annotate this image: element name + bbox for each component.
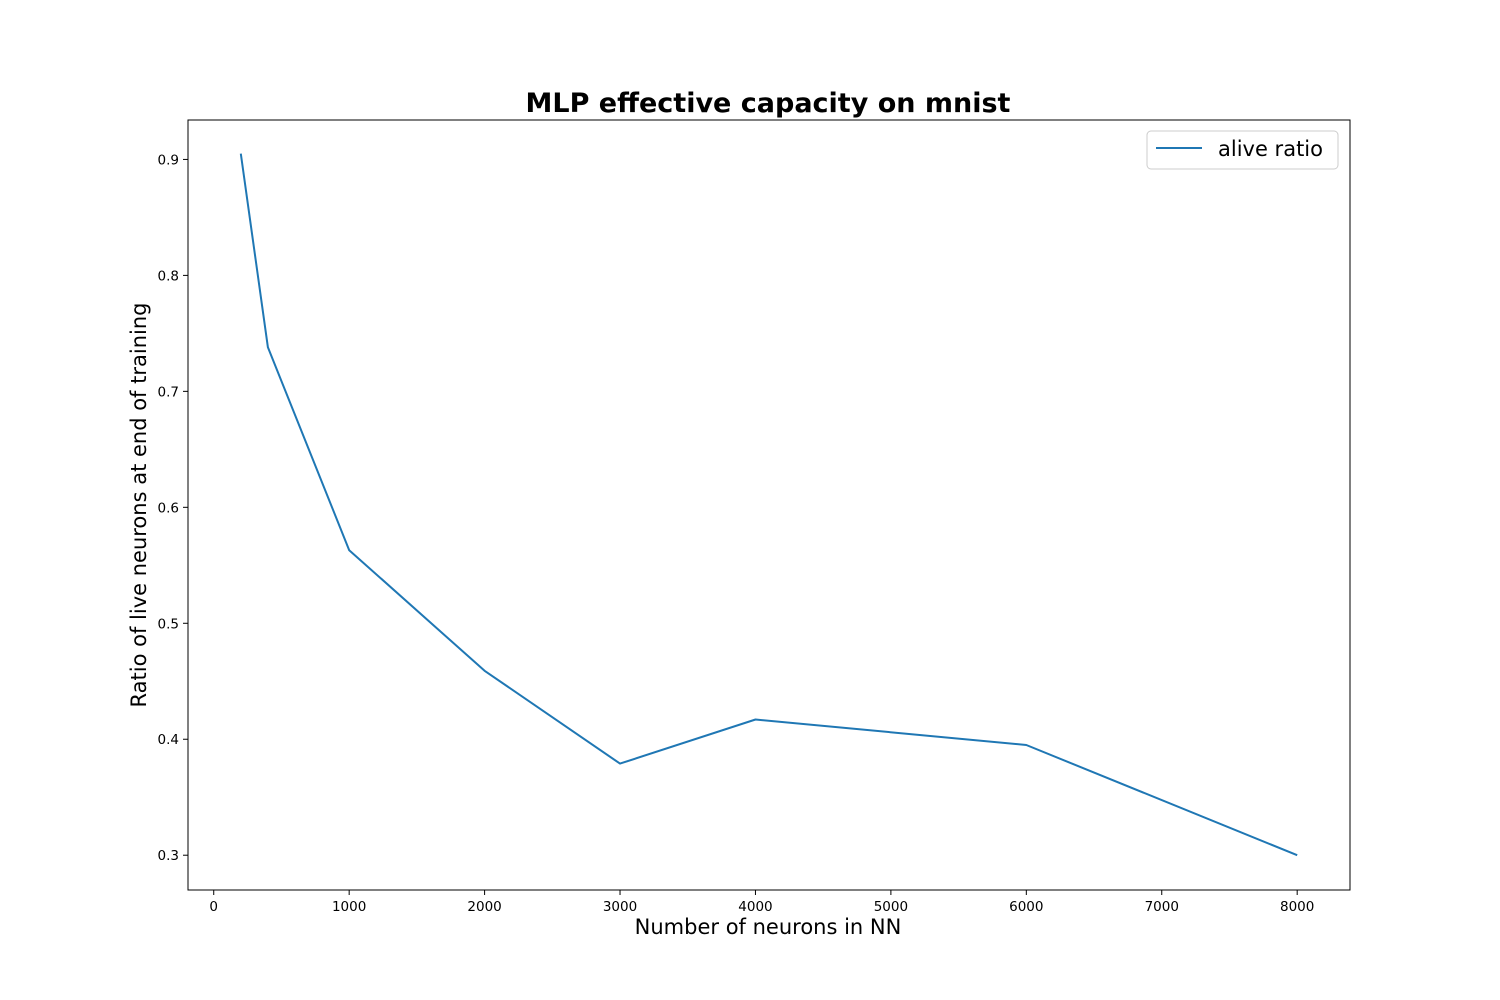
x-tick-label: 6000 — [1009, 899, 1043, 915]
y-tick-label: 0.3 — [158, 848, 179, 864]
y-tick-label: 0.8 — [158, 268, 179, 284]
plot-frame — [187, 119, 1351, 891]
x-tick-label: 7000 — [1145, 899, 1179, 915]
legend: alive ratio — [1146, 130, 1339, 170]
y-tick-label: 0.6 — [158, 500, 179, 516]
y-tick-label: 0.4 — [158, 732, 179, 748]
chart-title: MLP effective capacity on mnist — [526, 88, 1011, 119]
x-tick-label: 8000 — [1280, 899, 1314, 915]
y-axis: 0.3 0.4 0.5 0.6 0.7 0.8 0.9 — [158, 152, 188, 864]
x-tick-label: 2000 — [467, 899, 501, 915]
x-tick-label: 3000 — [603, 899, 637, 915]
x-axis-label: Number of neurons in NN — [635, 915, 902, 939]
x-tick-label: 4000 — [738, 899, 772, 915]
y-axis-label: Ratio of live neurons at end of training — [127, 303, 151, 708]
y-tick-label: 0.7 — [158, 384, 179, 400]
x-tick-label: 1000 — [332, 899, 366, 915]
x-tick-label: 0 — [209, 899, 218, 915]
series-layer — [239, 153, 1298, 857]
legend-box — [1146, 130, 1339, 170]
x-axis: 0 1000 2000 3000 4000 5000 6000 7000 8000 — [209, 890, 1314, 915]
y-tick-label: 0.9 — [158, 152, 179, 168]
legend-label-alive-ratio: alive ratio — [1218, 137, 1323, 161]
series-line-alive-ratio — [239, 153, 1298, 857]
x-tick-label: 5000 — [874, 899, 908, 915]
y-tick-label: 0.5 — [158, 616, 179, 632]
